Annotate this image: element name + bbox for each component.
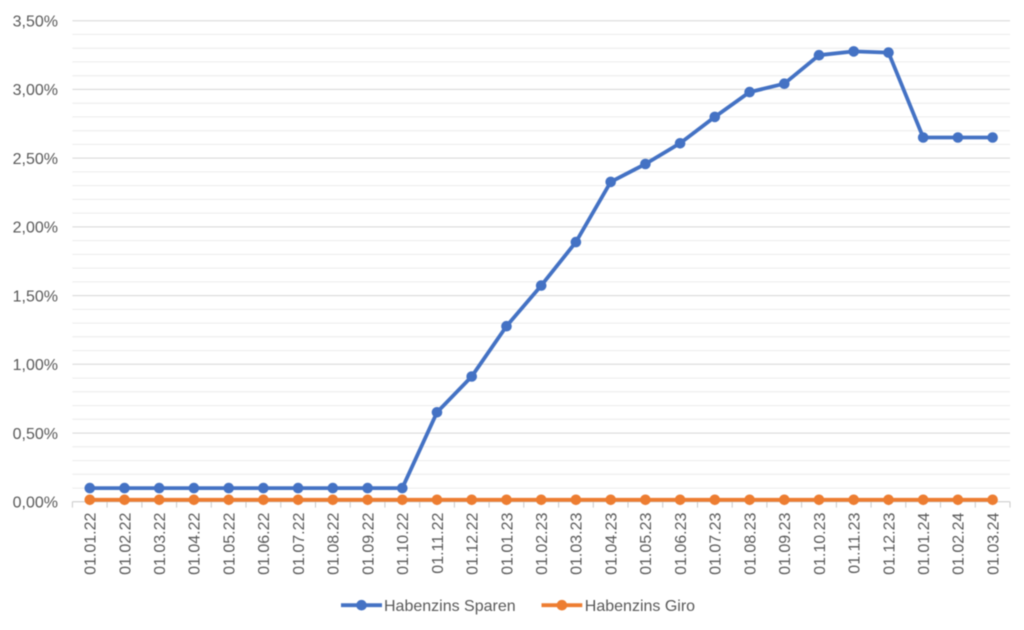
svg-text:01.10.22: 01.10.22 xyxy=(395,512,412,574)
svg-text:01.08.22: 01.08.22 xyxy=(326,512,343,574)
svg-text:3,50%: 3,50% xyxy=(13,14,58,31)
svg-text:Habenzins Sparen: Habenzins Sparen xyxy=(384,598,516,615)
svg-text:0,00%: 0,00% xyxy=(13,495,58,512)
svg-text:01.02.24: 01.02.24 xyxy=(951,512,968,574)
svg-text:3,00%: 3,00% xyxy=(13,82,58,99)
svg-text:01.06.22: 01.06.22 xyxy=(256,512,273,574)
svg-text:01.05.22: 01.05.22 xyxy=(222,512,239,574)
svg-text:01.12.23: 01.12.23 xyxy=(881,512,898,574)
svg-text:01.04.22: 01.04.22 xyxy=(187,512,204,574)
svg-text:01.10.23: 01.10.23 xyxy=(812,512,829,574)
svg-text:01.04.23: 01.04.23 xyxy=(604,512,621,574)
svg-text:0,50%: 0,50% xyxy=(13,426,58,443)
svg-text:01.12.22: 01.12.22 xyxy=(465,512,482,574)
svg-text:1,00%: 1,00% xyxy=(13,357,58,374)
svg-text:01.09.23: 01.09.23 xyxy=(777,512,794,574)
svg-text:1,50%: 1,50% xyxy=(13,288,58,305)
svg-text:01.02.23: 01.02.23 xyxy=(534,512,551,574)
svg-text:01.09.22: 01.09.22 xyxy=(360,512,377,574)
svg-text:01.03.24: 01.03.24 xyxy=(985,512,1002,574)
svg-text:2,50%: 2,50% xyxy=(13,151,58,168)
svg-text:01.08.23: 01.08.23 xyxy=(742,512,759,574)
svg-text:01.07.23: 01.07.23 xyxy=(708,512,725,574)
svg-text:Habenzins Giro: Habenzins Giro xyxy=(585,598,695,615)
svg-text:01.03.22: 01.03.22 xyxy=(152,512,169,574)
svg-text:01.01.23: 01.01.23 xyxy=(499,512,516,574)
svg-text:01.05.23: 01.05.23 xyxy=(638,512,655,574)
svg-text:01.01.22: 01.01.22 xyxy=(83,512,100,574)
svg-text:01.01.24: 01.01.24 xyxy=(916,512,933,574)
svg-text:01.02.22: 01.02.22 xyxy=(117,512,134,574)
svg-text:01.03.23: 01.03.23 xyxy=(569,512,586,574)
svg-text:01.11.22: 01.11.22 xyxy=(430,512,447,573)
svg-text:01.07.22: 01.07.22 xyxy=(291,512,308,574)
svg-text:01.06.23: 01.06.23 xyxy=(673,512,690,574)
svg-text:01.11.23: 01.11.23 xyxy=(847,512,864,573)
svg-text:2,00%: 2,00% xyxy=(13,220,58,237)
